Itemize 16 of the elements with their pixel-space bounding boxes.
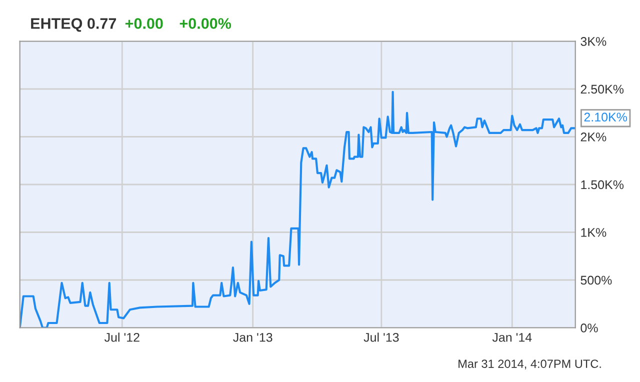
x-tick-label: Jul '12 xyxy=(104,332,140,342)
y-tick-label: 3K% xyxy=(580,37,606,46)
y-tick-label: 1.50K% xyxy=(581,180,624,190)
y-tick-label: 1K% xyxy=(581,228,606,237)
y-tick-label: 0% xyxy=(580,324,598,332)
text: +0.00% xyxy=(180,18,232,29)
y-tick-label: 2K% xyxy=(580,132,606,142)
chart-title: EHTEQ 0.77 xyxy=(31,18,116,32)
x-tick-label: Jan '13 xyxy=(233,332,272,342)
x-tick-label: Jan '14 xyxy=(492,333,532,342)
y-tick-label: 2.50K% xyxy=(580,84,624,94)
y-tick-label: 500% xyxy=(580,276,612,285)
annotation: 2.10K% xyxy=(584,112,628,122)
text: +0.00 xyxy=(125,18,163,29)
x-tick-label: Jul '13 xyxy=(364,332,399,342)
text: Mar 31 2014, 4:07PM UTC. xyxy=(458,360,601,370)
